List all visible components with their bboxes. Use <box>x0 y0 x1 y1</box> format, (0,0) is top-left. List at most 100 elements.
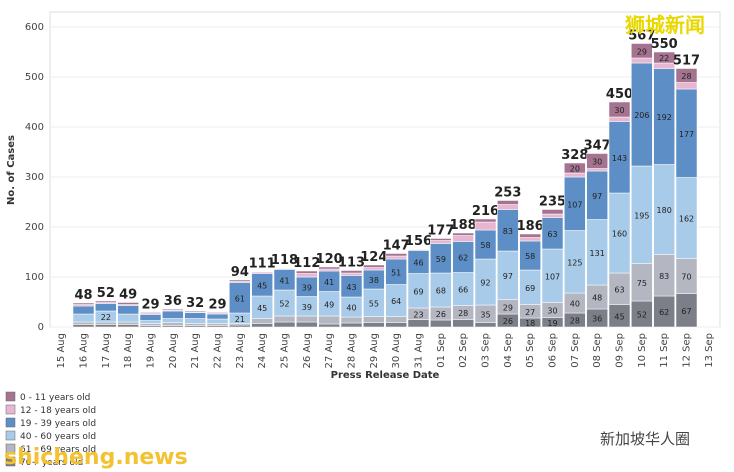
bar-segment <box>117 321 139 325</box>
segment-label: 107 <box>545 272 560 281</box>
bar-segment <box>586 153 608 169</box>
segment-label: 66 <box>458 286 468 295</box>
segment-label: 177 <box>679 130 694 139</box>
y-axis-label: No. of Cases <box>6 135 17 205</box>
bar-segment <box>452 235 474 242</box>
segment-label: 48 <box>592 294 602 303</box>
x-tick-label: 18 Aug <box>123 333 134 368</box>
x-tick-label: 01 Sep <box>436 333 447 368</box>
bar-segment <box>229 279 251 282</box>
segment-label: 39 <box>302 303 312 312</box>
bar-segment <box>363 264 385 268</box>
bar-segment <box>139 323 162 326</box>
bar-segment <box>385 322 407 328</box>
segment-label: 46 <box>413 259 423 268</box>
bar-segment <box>117 305 139 315</box>
bar-segment <box>631 57 653 64</box>
bar-segment <box>675 68 698 83</box>
legend-swatch <box>5 391 16 402</box>
segment-label: 41 <box>324 278 334 287</box>
bar-segment <box>318 268 340 272</box>
bar-segment <box>474 322 497 328</box>
x-tick-label: 02 Sep <box>458 333 469 368</box>
segment-label: 30 <box>592 158 602 167</box>
bar-segment <box>251 271 273 273</box>
bar-segment <box>340 322 363 328</box>
segment-label: 28 <box>681 72 691 81</box>
total-label: 111 <box>249 257 276 272</box>
total-label: 112 <box>293 256 320 271</box>
bar-segment <box>206 318 229 324</box>
x-tick-label: 29 Aug <box>369 333 380 368</box>
segment-label: 83 <box>659 272 669 281</box>
total-label: 48 <box>74 288 92 303</box>
legend-label: 70+ years old <box>20 458 83 468</box>
watermark: shicheng.news <box>4 445 188 470</box>
x-tick-label: 16 Aug <box>79 333 90 368</box>
bar-segment <box>586 168 608 172</box>
bar-segment <box>541 209 564 215</box>
bar-segment <box>206 323 229 326</box>
bar-segment <box>206 313 229 320</box>
bar-segment <box>251 323 273 328</box>
y-tick-label: 0 <box>38 322 44 333</box>
total-label: 29 <box>141 298 159 313</box>
bar-segment <box>340 316 363 324</box>
bar-segment <box>675 82 698 90</box>
segment-label: 58 <box>480 241 490 250</box>
x-tick-label: 19 Aug <box>146 333 157 368</box>
segment-label: 38 <box>369 276 379 285</box>
y-tick-label: 500 <box>25 72 44 83</box>
bar-segment <box>564 172 586 178</box>
bar-segment <box>340 272 363 276</box>
segment-label: 40 <box>346 304 356 313</box>
segment-label: 26 <box>436 310 446 319</box>
segment-label: 55 <box>369 299 379 308</box>
bar-segment <box>72 313 95 323</box>
bar-segment <box>452 232 474 236</box>
segment-label: 49 <box>324 300 334 309</box>
segment-label: 26 <box>503 317 513 326</box>
bar-segment <box>363 322 385 328</box>
bar-segment <box>184 318 206 324</box>
segment-label: 30 <box>547 307 557 316</box>
segment-label: 27 <box>525 308 535 317</box>
bar-segment <box>95 303 117 312</box>
segment-label: 62 <box>458 254 468 263</box>
watermark: 新加坡华人圈 <box>600 430 690 448</box>
bar-segment <box>407 248 430 250</box>
bar-segment <box>653 62 675 69</box>
x-tick-label: 10 Sep <box>637 333 648 368</box>
segment-label: 67 <box>681 307 691 316</box>
bar-segment <box>184 312 206 319</box>
x-tick-label: 06 Sep <box>548 333 559 368</box>
bar-segment <box>363 267 385 271</box>
bar-segment <box>296 270 318 274</box>
x-tick-label: 20 Aug <box>168 333 179 368</box>
bar-segment <box>72 324 95 328</box>
segment-label: 45 <box>614 312 624 321</box>
total-label: 113 <box>338 256 365 271</box>
segment-label: 61 <box>235 294 245 303</box>
x-axis-label: Press Release Date <box>331 370 440 381</box>
x-tick-label: 15 Aug <box>56 333 67 368</box>
total-label: 253 <box>494 186 521 201</box>
bar-segment <box>162 310 184 319</box>
x-tick-label: 25 Aug <box>280 333 291 368</box>
x-tick-label: 21 Aug <box>190 333 201 368</box>
x-tick-label: 05 Sep <box>525 333 536 368</box>
y-tick-label: 300 <box>25 172 44 183</box>
legend-label: 61 - 69 years old <box>20 445 96 455</box>
bar-segment <box>296 315 318 323</box>
segment-label: 125 <box>567 258 582 267</box>
bar-segment <box>318 323 340 328</box>
bar-segment <box>452 319 474 328</box>
segment-label: 29 <box>503 303 513 312</box>
bar-segment <box>318 266 340 270</box>
bar-segment <box>162 322 184 326</box>
segment-label: 21 <box>235 315 245 324</box>
segment-label: 180 <box>657 206 672 215</box>
segment-label: 162 <box>679 215 694 224</box>
segment-label: 63 <box>614 285 624 294</box>
x-tick-label: 31 Aug <box>414 333 425 368</box>
